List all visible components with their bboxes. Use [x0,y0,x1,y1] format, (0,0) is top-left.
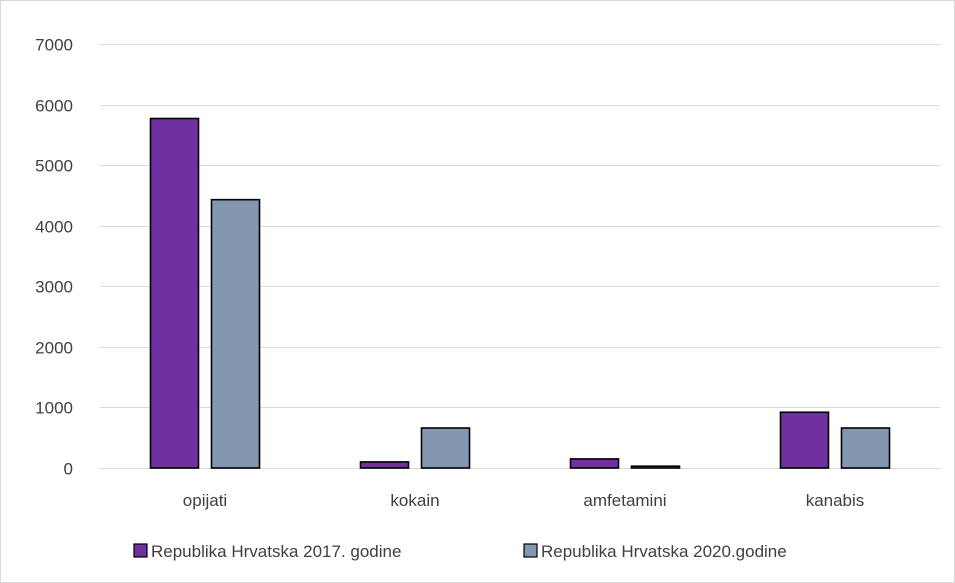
y-tick-label: 0 [64,460,73,479]
x-axis-category-labels: opijati kokain amfetamini kanabis [183,491,865,510]
bar-kanabis-series-2 [840,427,891,469]
y-tick-label: 7000 [35,36,73,55]
y-tick-label: 6000 [35,97,73,116]
legend-swatch-1 [133,543,148,558]
legend: Republika Hrvatska 2017. godine Republika… [133,542,787,561]
x-category-label: kokain [390,491,439,510]
y-axis-tick-labels: 0 1000 2000 3000 4000 5000 6000 7000 [35,36,73,479]
y-tick-label: 4000 [35,218,73,237]
bar-opijati-series-2 [210,198,261,469]
bar-amfetamini-series-1 [569,458,620,469]
bar-opijati-series-1 [149,117,200,469]
y-tick-label: 1000 [35,399,73,418]
bar-amfetamini-series-2 [630,465,681,469]
bar-kokain-series-1 [359,461,410,469]
y-tick-label: 5000 [35,157,73,176]
legend-swatch-2 [523,543,538,558]
bar-kokain-series-2 [420,427,471,469]
x-category-label: kanabis [806,491,865,510]
legend-label-2: Republika Hrvatska 2020.godine [541,542,787,561]
bars [149,117,891,469]
x-category-label: opijati [183,491,227,510]
y-tick-label: 3000 [35,278,73,297]
y-tick-label: 2000 [35,339,73,358]
x-category-label: amfetamini [583,491,666,510]
legend-label-1: Republika Hrvatska 2017. godine [151,542,401,561]
bar-kanabis-series-1 [779,411,830,469]
